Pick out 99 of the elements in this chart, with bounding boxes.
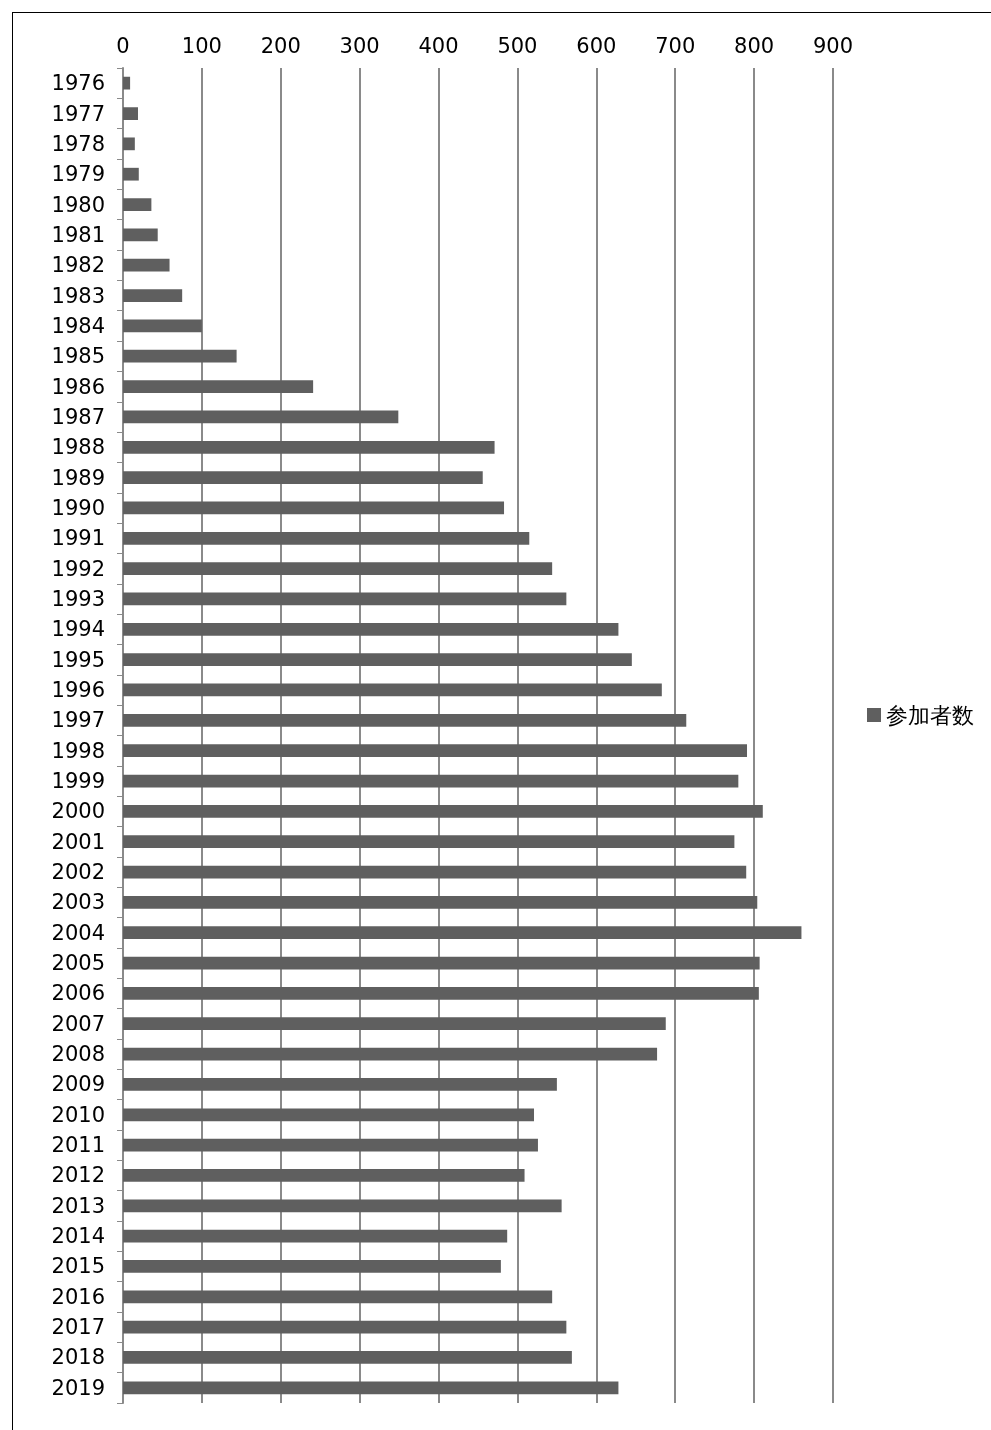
bar xyxy=(123,76,131,90)
y-tick-label: 1977 xyxy=(51,101,105,126)
y-tick-label: 2014 xyxy=(51,1224,105,1249)
y-tick-label: 1991 xyxy=(51,526,105,551)
y-tick-label: 2010 xyxy=(51,1102,105,1127)
bar xyxy=(123,228,158,242)
x-tick-label: 0 xyxy=(116,33,130,58)
bar xyxy=(123,501,505,515)
bar xyxy=(123,1381,619,1395)
y-tick-label: 2012 xyxy=(51,1163,105,1188)
bar xyxy=(123,198,152,211)
y-tick-label: 1979 xyxy=(51,162,105,187)
y-tick-label: 1983 xyxy=(51,283,105,308)
y-tick-label: 1986 xyxy=(51,374,105,399)
y-tick-label: 2007 xyxy=(51,1011,105,1036)
bar xyxy=(123,774,739,788)
bar xyxy=(123,896,758,909)
y-tick-label: 1995 xyxy=(51,647,105,672)
y-tick-label: 1999 xyxy=(51,769,105,794)
bar xyxy=(123,1078,557,1091)
x-tick-label: 500 xyxy=(497,33,538,58)
y-tick-label: 1994 xyxy=(51,617,105,642)
y-tick-label: 2011 xyxy=(51,1133,105,1158)
bar xyxy=(123,380,314,393)
y-tick-label: 2018 xyxy=(51,1345,105,1370)
y-tick-label: 2016 xyxy=(51,1284,105,1309)
y-tick-label: 1988 xyxy=(51,435,105,460)
legend-label: 参加者数 xyxy=(886,702,974,728)
x-tick-label: 800 xyxy=(734,33,775,58)
bar xyxy=(123,471,483,484)
y-tick-label: 1982 xyxy=(51,253,105,278)
bar xyxy=(123,683,662,697)
y-tick-label: 1992 xyxy=(51,556,105,581)
bar xyxy=(123,926,802,940)
y-tick-label: 2017 xyxy=(51,1315,105,1340)
bar xyxy=(123,956,760,970)
bar xyxy=(123,1351,572,1364)
bar xyxy=(123,167,139,181)
bar xyxy=(123,531,530,545)
y-tick-label: 2009 xyxy=(51,1072,105,1097)
bar xyxy=(123,289,183,302)
bar xyxy=(123,1017,666,1031)
y-tick-label: 2001 xyxy=(51,829,105,854)
bar xyxy=(123,410,399,424)
y-tick-label: 1990 xyxy=(51,495,105,520)
y-tick-label: 1993 xyxy=(51,586,105,611)
x-tick-label: 700 xyxy=(655,33,696,58)
bar xyxy=(123,319,202,333)
x-tick-label: 600 xyxy=(576,33,617,58)
bar xyxy=(123,1108,535,1122)
y-tick-label: 1997 xyxy=(51,708,105,733)
bar xyxy=(123,865,747,879)
bar xyxy=(123,1260,501,1273)
y-tick-label: 2003 xyxy=(51,890,105,915)
bar xyxy=(123,622,619,636)
y-tick-label: 1987 xyxy=(51,404,105,429)
y-tick-label: 1980 xyxy=(51,192,105,217)
bar xyxy=(123,1138,538,1152)
bar xyxy=(123,987,759,1000)
x-tick-label: 200 xyxy=(260,33,301,58)
y-tick-label: 2006 xyxy=(51,981,105,1006)
bar xyxy=(123,440,495,454)
bar xyxy=(123,653,632,667)
y-tick-label: 1984 xyxy=(51,313,105,338)
y-tick-label: 1998 xyxy=(51,738,105,763)
x-tick-label: 400 xyxy=(418,33,459,58)
bar xyxy=(123,592,567,606)
x-tick-label: 300 xyxy=(339,33,380,58)
bar xyxy=(123,804,763,818)
bar xyxy=(123,713,687,727)
y-tick-label: 1976 xyxy=(51,71,105,96)
y-tick-label: 2008 xyxy=(51,1042,105,1067)
y-tick-label: 2004 xyxy=(51,920,105,945)
bar xyxy=(123,1199,562,1213)
bar xyxy=(123,835,735,849)
y-tick-label: 2019 xyxy=(51,1375,105,1400)
bar xyxy=(123,562,553,575)
x-tick-label: 100 xyxy=(181,33,222,58)
bar xyxy=(123,1320,567,1334)
bar xyxy=(123,258,170,272)
bar xyxy=(123,1290,553,1304)
y-tick-label: 2013 xyxy=(51,1193,105,1218)
bar xyxy=(123,744,748,758)
bar xyxy=(123,1169,525,1182)
y-tick-label: 1978 xyxy=(51,131,105,156)
y-tick-label: 2015 xyxy=(51,1254,105,1279)
bar xyxy=(123,349,237,363)
y-tick-label: 1985 xyxy=(51,344,105,369)
y-tick-label: 2000 xyxy=(51,799,105,824)
y-tick-label: 1996 xyxy=(51,677,105,702)
bar xyxy=(123,1047,658,1061)
bar xyxy=(123,137,135,151)
y-tick-label: 1981 xyxy=(51,222,105,247)
y-tick-label: 2002 xyxy=(51,860,105,885)
y-tick-label: 1989 xyxy=(51,465,105,490)
bar xyxy=(123,1229,508,1243)
x-tick-label: 900 xyxy=(812,33,854,58)
bar xyxy=(123,107,138,120)
y-tick-label: 2005 xyxy=(51,951,105,976)
